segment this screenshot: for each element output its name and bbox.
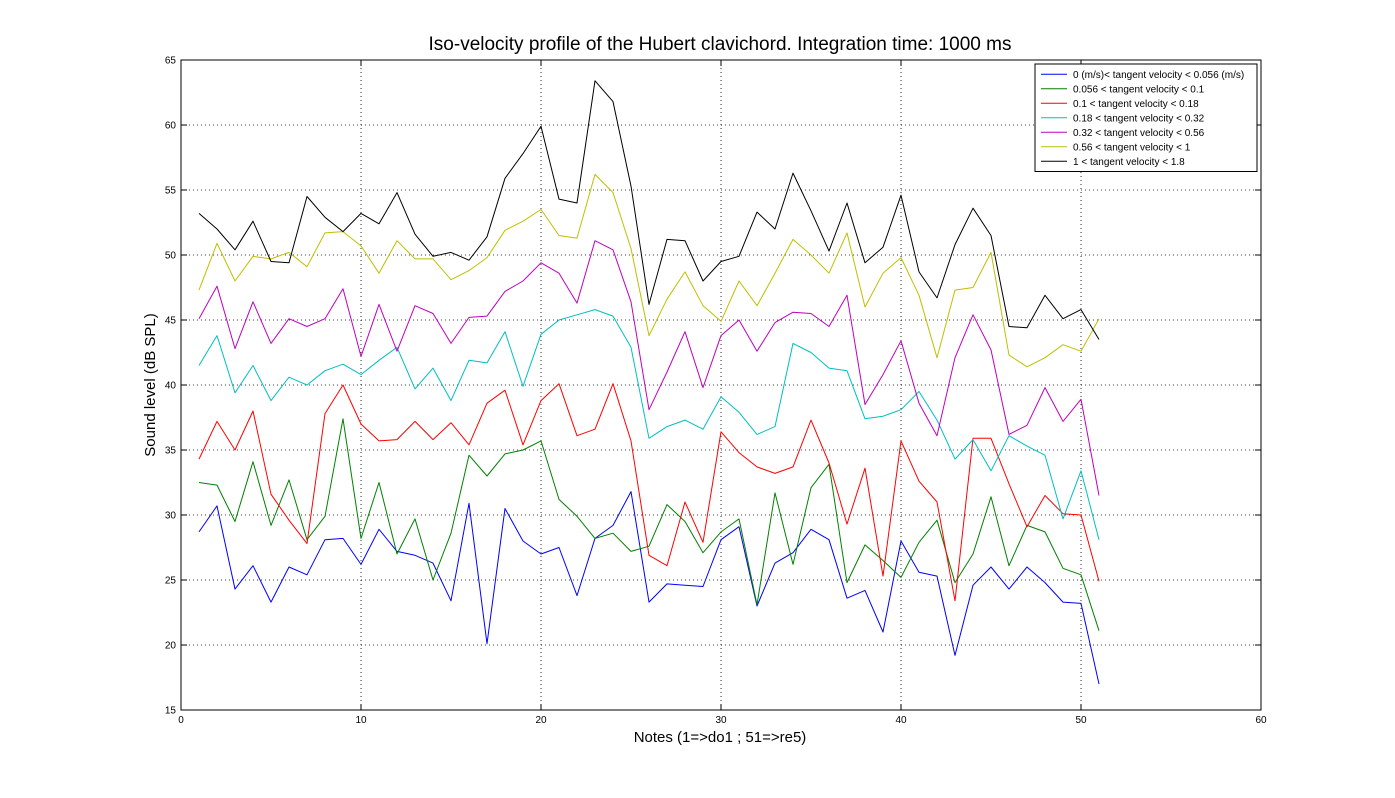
y-tick-label: 50 (165, 251, 177, 262)
chart-title: Iso-velocity profile of the Hubert clavi… (429, 34, 1012, 55)
y-tick-label: 60 (165, 121, 177, 132)
legend-entry-7: 1 < tangent velocity < 1.8 (1073, 157, 1185, 168)
x-axis-label: Notes (1=>do1 ; 51=>re5) (634, 729, 807, 746)
y-tick-label: 20 (165, 641, 177, 652)
legend-entry-6: 0.56 < tangent velocity < 1 (1073, 142, 1191, 153)
x-tick-label: 50 (1075, 715, 1087, 726)
x-tick-label: 60 (1255, 715, 1267, 726)
series-layer (198, 80, 1100, 685)
legend-box (1034, 63, 1258, 172)
y-axis: 15 20 25 30 35 40 45 50 55 60 65 (165, 56, 1261, 717)
series-line-5 (198, 240, 1100, 496)
grid (181, 60, 1261, 710)
y-tick-label: 65 (165, 56, 177, 67)
legend-entry-5: 0.32 < tangent velocity < 0.56 (1073, 128, 1205, 139)
series-line-3 (198, 383, 1100, 602)
y-tick-label: 40 (165, 381, 177, 392)
legend-entry-2: 0.056 < tangent velocity < 0.1 (1073, 84, 1205, 95)
series-line-7 (198, 80, 1100, 340)
x-tick-label: 0 (178, 715, 184, 726)
y-tick-label: 45 (165, 316, 177, 327)
series-line-2 (198, 418, 1100, 631)
y-tick-label: 35 (165, 446, 177, 457)
legend: 0 (m/s)< tangent velocity < 0.056 (m/s) 0… (1034, 63, 1258, 172)
legend-entry-3: 0.1 < tangent velocity < 0.18 (1073, 99, 1199, 110)
x-tick-label: 40 (895, 715, 907, 726)
x-axis: 0 10 20 30 40 50 60 (178, 60, 1267, 726)
x-tick-label: 10 (355, 715, 367, 726)
legend-entry-4: 0.18 < tangent velocity < 0.32 (1073, 113, 1205, 124)
y-tick-label: 30 (165, 511, 177, 522)
x-tick-label: 20 (535, 715, 547, 726)
legend-entry-1: 0 (m/s)< tangent velocity < 0.056 (m/s) (1073, 70, 1244, 81)
series-line-6 (198, 173, 1100, 368)
y-tick-label: 55 (165, 186, 177, 197)
series-line-4 (198, 309, 1100, 540)
series-line-1 (198, 491, 1100, 685)
y-tick-label: 25 (165, 576, 177, 587)
y-axis-label: Sound level (dB SPL) (142, 313, 159, 456)
y-tick-label: 15 (165, 706, 177, 717)
x-tick-label: 30 (715, 715, 727, 726)
